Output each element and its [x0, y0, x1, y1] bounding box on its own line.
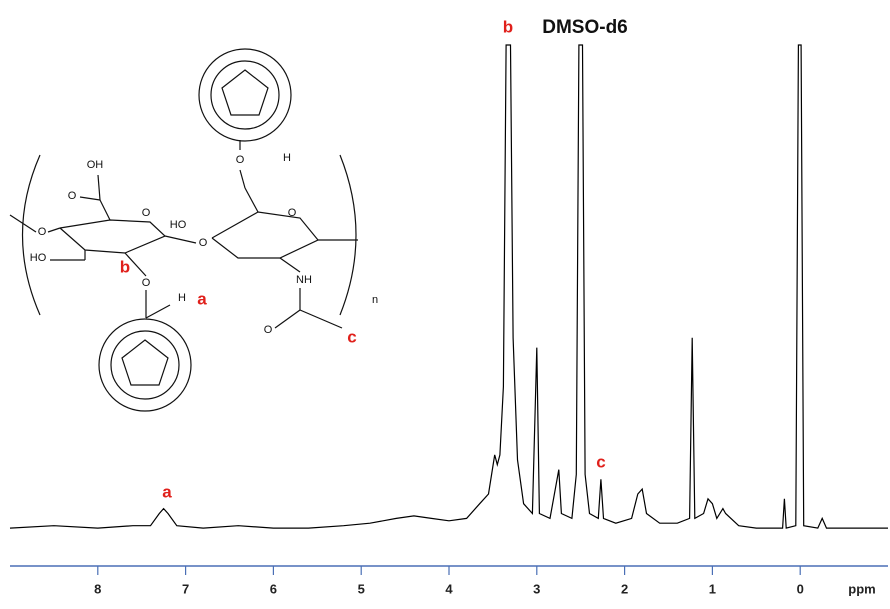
structure-label: O: [68, 190, 77, 202]
structure-label: H: [178, 292, 186, 304]
x-tick-label: 3: [533, 581, 540, 596]
annotation: b: [503, 17, 513, 36]
structure-label: NH: [296, 274, 312, 286]
x-tick-label: 5: [358, 581, 365, 596]
annotation: b: [120, 257, 130, 276]
x-tick-label: 4: [445, 581, 453, 596]
structure-label: O: [199, 237, 208, 249]
structure-label: O: [38, 226, 47, 238]
structure-label: HO: [170, 219, 187, 231]
structure-label: O: [142, 207, 151, 219]
spectrum-line: [9, 44, 888, 529]
annotation: c: [596, 452, 605, 471]
x-tick-label: 6: [270, 581, 277, 596]
structure-label: HO: [30, 252, 47, 264]
structure-drawing: [9, 48, 358, 412]
annotation: DMSO-d6: [542, 17, 628, 38]
structure-label: O: [236, 154, 245, 166]
structure-label: n: [372, 294, 378, 306]
x-axis-label: ppm: [848, 581, 875, 596]
structure-label: H: [283, 152, 291, 164]
x-tick-label: 8: [94, 581, 101, 596]
annotation: a: [197, 289, 207, 308]
x-tick-label: 0: [797, 581, 804, 596]
structure-label: OH: [87, 159, 104, 171]
annotation: c: [347, 327, 356, 346]
structure-label: O: [142, 277, 151, 289]
structure-label: O: [288, 207, 297, 219]
x-tick-label: 7: [182, 581, 189, 596]
annotation: a: [162, 482, 172, 501]
x-tick-label: 2: [621, 581, 628, 596]
structure-label: O: [264, 324, 273, 336]
x-tick-label: 1: [709, 581, 716, 596]
